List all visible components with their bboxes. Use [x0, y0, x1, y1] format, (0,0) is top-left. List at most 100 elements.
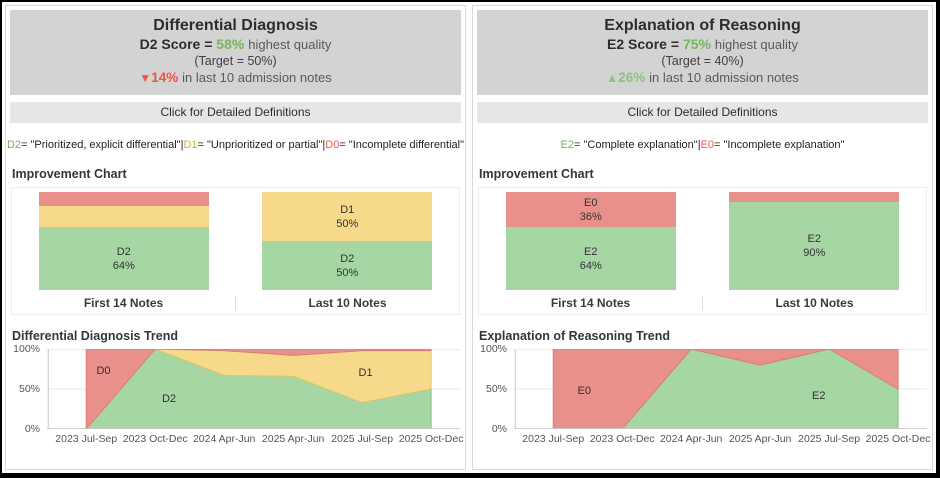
bar-axis-label: First 14 Notes [550, 296, 631, 310]
score-label: E2 Score = [607, 36, 680, 52]
bar-axis-label: Last 10 Notes [235, 296, 459, 310]
trend-chart: 100% 50% 0% E0 E2 2023 Jul-Sep 2023 Oct-Dec 2… [478, 343, 930, 447]
change-suffix: in last 10 admission notes [182, 70, 332, 85]
bar-segment-value: 64% [579, 259, 602, 272]
trend-area-label: D1 [358, 367, 373, 379]
trend-chart: 100% 50% 0% D0 D2 D1 2023 Jul-Sep 2023 Oct-De… [11, 343, 463, 447]
bar-pane: E2 90% [703, 192, 927, 290]
bar-segment-d0 [38, 192, 209, 206]
bar-segment-d1: D1 50% [262, 192, 433, 241]
bar-segment-e2: E2 90% [729, 201, 900, 290]
trend-area-label: D0 [96, 365, 111, 378]
stacked-bar: D1 50% D2 50% [262, 192, 433, 290]
bar-segment-value: 90% [803, 246, 826, 259]
bar-pane: D1 50% D2 50% [236, 192, 460, 290]
y-tick-label: 50% [485, 383, 507, 395]
x-tick-label: 2025 Oct-Dec [398, 433, 464, 445]
bar-pane: E0 36% E2 64% [479, 192, 703, 290]
target-line: (Target = 40%) [661, 54, 744, 68]
definitions-separator: | [322, 139, 326, 151]
bar-pane: D2 64% [12, 192, 236, 290]
trend-area-label: E0 [577, 385, 591, 398]
trend-x-axis: 2023 Jul-Sep 2023 Oct-Dec 2024 Apr-Jun 2025… [47, 429, 463, 447]
definition-code: E2 [560, 139, 574, 151]
x-tick-label: 2023 Oct-Dec [589, 433, 655, 445]
trend-axis-row: 2023 Jul-Sep 2023 Oct-Dec 2024 Apr-Jun 2025… [11, 429, 463, 447]
bar-segment-name: D2 [340, 252, 355, 265]
trend-axis-spacer [478, 429, 514, 447]
definition-code: D1 [183, 139, 198, 151]
bar-segment-d2: D2 50% [262, 241, 433, 290]
bar-axis-label: Last 10 Notes [702, 296, 926, 310]
bar-segment-name: E2 [584, 245, 598, 258]
target-line: (Target = 50%) [194, 54, 277, 68]
improvement-bars-area: D2 64% D1 50% D2 50% [12, 192, 459, 290]
panel-header: Differential Diagnosis D2 Score = 58% hi… [10, 10, 461, 95]
trend-area-label: E2 [812, 390, 826, 403]
definitions-button[interactable]: Click for Detailed Definitions [477, 102, 928, 123]
change-up-arrow-icon: ▲ [606, 71, 619, 85]
change-value: 26% [618, 70, 646, 85]
improvement-chart: D2 64% D1 50% D2 50% First 14 Notes Last 10 No… [11, 187, 460, 315]
trend-plot-row: 100% 50% 0% E0 E2 [478, 343, 927, 435]
stacked-bar: D2 64% [38, 192, 209, 290]
trend-plot: D0 D2 D1 [47, 349, 460, 429]
bar-segment-value: 50% [336, 217, 359, 230]
trend-chart-title: Explanation of Reasoning Trend [479, 329, 670, 343]
trend-axis-spacer [11, 429, 47, 447]
x-tick-label: 2024 Apr-Jun [659, 433, 723, 445]
definition-text: = "Incomplete explanation" [714, 139, 845, 151]
dashboard-board: Differential Diagnosis D2 Score = 58% hi… [2, 2, 936, 473]
panel-title: Differential Diagnosis [153, 17, 318, 34]
bar-segment-d2: D2 64% [38, 227, 209, 290]
panel-title: Explanation of Reasoning [604, 17, 801, 34]
change-suffix: in last 10 admission notes [649, 70, 799, 85]
definition-text: = "Unprioritized or partial" [197, 139, 323, 151]
y-tick-label: 100% [13, 343, 40, 355]
bar-segment-name: D1 [340, 203, 355, 216]
definition-code: E0 [700, 139, 715, 151]
stacked-bar: E0 36% E2 64% [505, 192, 676, 290]
panel-header: Explanation of Reasoning E2 Score = 75% … [477, 10, 928, 95]
definitions-text: D2 = "Prioritized, explicit differential… [6, 123, 465, 167]
x-tick-label: 2025 Jul-Sep [331, 433, 394, 445]
trend-area-label: D2 [161, 393, 177, 406]
score-suffix: highest quality [248, 37, 332, 52]
bar-segment-e0 [729, 192, 900, 202]
definitions-separator: | [697, 139, 701, 151]
score-value: 58% [216, 36, 245, 52]
trend-axis-row: 2023 Jul-Sep 2023 Oct-Dec 2024 Apr-Jun 2025… [478, 429, 930, 447]
trend-y-axis: 100% 50% 0% [478, 343, 514, 435]
trend-area-d0 [86, 349, 431, 429]
bar-segment-value: 64% [112, 259, 135, 272]
x-tick-label: 2025 Jul-Sep [798, 433, 861, 445]
improvement-chart: E0 36% E2 64% E2 90% First 14 Notes Last 10 No… [478, 187, 927, 315]
trend-area-svg [514, 349, 927, 429]
trend-plot-row: 100% 50% 0% D0 D2 D1 [11, 343, 460, 435]
improvement-axis-labels: First 14 Notes Last 10 Notes [479, 292, 926, 314]
trend-y-axis: 100% 50% 0% [11, 343, 47, 435]
stacked-bar: E2 90% [729, 192, 900, 290]
trend-x-axis: 2023 Jul-Sep 2023 Oct-Dec 2024 Apr-Jun 2025… [514, 429, 930, 447]
definition-text: = "Complete explanation" [574, 139, 698, 151]
y-tick-label: 0% [24, 423, 40, 435]
definitions-button[interactable]: Click for Detailed Definitions [10, 102, 461, 123]
score-line: E2 Score = 75% highest quality [481, 36, 924, 53]
bar-segment-value: 36% [579, 210, 602, 223]
score-suffix: highest quality [714, 37, 798, 52]
definition-code: D2 [6, 139, 22, 151]
improvement-axis-labels: First 14 Notes Last 10 Notes [12, 292, 459, 314]
definition-text: = "Incomplete differential" [339, 139, 465, 151]
panel-differential-diagnosis: Differential Diagnosis D2 Score = 58% hi… [5, 5, 466, 470]
panel-explanation-of-reasoning: Explanation of Reasoning E2 Score = 75% … [472, 5, 933, 470]
y-tick-label: 50% [18, 383, 40, 395]
trend-area-e0 [553, 349, 898, 429]
improvement-chart-title: Improvement Chart [479, 167, 594, 181]
score-value: 75% [682, 36, 711, 52]
definition-code: D0 [325, 139, 340, 151]
trend-chart-title: Differential Diagnosis Trend [12, 329, 179, 343]
definition-text: = "Prioritized, explicit differential" [21, 139, 181, 151]
trend-plot: E0 E2 [514, 349, 927, 429]
x-tick-label: 2023 Jul-Sep [522, 433, 585, 445]
